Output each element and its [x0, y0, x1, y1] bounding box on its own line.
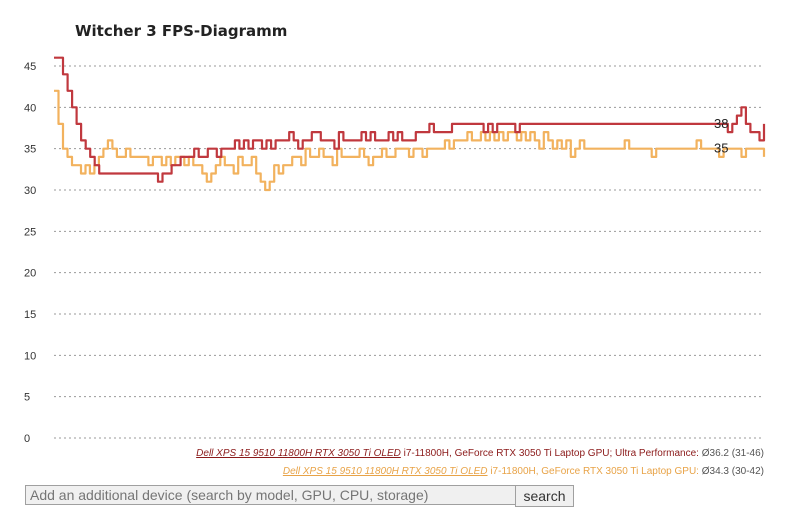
legend-device-link-2[interactable]: Dell XPS 15 9510 11800H RTX 3050 Ti OLED	[282, 466, 488, 477]
legend-range-1: (31-46)	[728, 448, 764, 459]
legend-range-2: (30-42)	[728, 466, 764, 477]
series-2	[54, 89, 766, 192]
legend-avg-1: Ø36.2	[701, 448, 729, 459]
y-tick-label: 10	[24, 350, 36, 362]
series-end-label-1: 38	[714, 116, 728, 131]
y-tick-label: 20	[24, 268, 36, 280]
device-search-input[interactable]	[25, 485, 517, 505]
y-tick-label: 5	[24, 392, 30, 404]
legend-entry-1: Dell XPS 15 9510 11800H RTX 3050 Ti OLED…	[196, 448, 764, 459]
y-tick-label: 25	[24, 226, 36, 238]
y-tick-label: 45	[24, 61, 36, 73]
legend-avg-2: Ø34.3	[701, 466, 729, 477]
legend-entry-2: Dell XPS 15 9510 11800H RTX 3050 Ti OLED…	[283, 466, 764, 477]
legend-device-link-1[interactable]: Dell XPS 15 9510 11800H RTX 3050 Ti OLED	[196, 448, 401, 459]
series-1	[54, 56, 766, 183]
legend-desc-2: i7-11800H, GeForce RTX 3050 Ti Laptop GP…	[487, 466, 702, 477]
y-tick-label: 35	[24, 144, 36, 156]
legend-desc-1: i7-11800H, GeForce RTX 3050 Ti Laptop GP…	[400, 448, 702, 459]
search-button[interactable]: search	[515, 485, 574, 507]
chart-title: Witcher 3 FPS-Diagramm	[75, 22, 288, 40]
series-end-label-2: 35	[714, 141, 728, 156]
y-tick-label: 0	[24, 433, 30, 445]
y-tick-label: 15	[24, 309, 36, 321]
series-line-2	[54, 89, 766, 192]
y-tick-label: 40	[24, 102, 36, 114]
y-tick-label: 30	[24, 185, 36, 197]
series-line-1	[54, 56, 766, 183]
